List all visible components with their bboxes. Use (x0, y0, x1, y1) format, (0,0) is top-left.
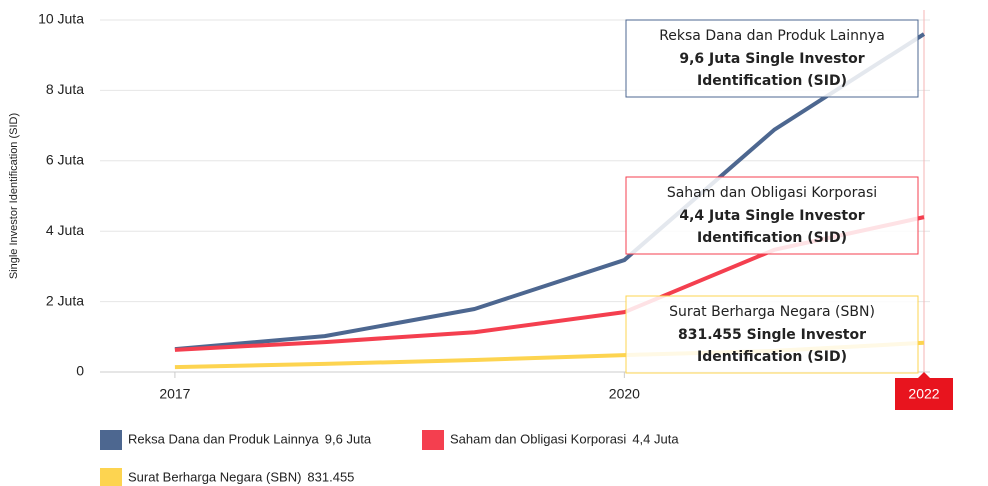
y-axis-label: Single Investor Identification (SID) (8, 113, 20, 279)
x-tick-label: 2020 (609, 386, 640, 402)
legend-swatch (100, 430, 122, 450)
annotation-line: Identification (SID) (697, 349, 847, 365)
annotation-line: 9,6 Juta Single Investor (679, 51, 864, 67)
legend-swatch (100, 468, 122, 486)
legend-value: 4,4 Juta (632, 431, 679, 446)
y-tick-label: 4 Juta (46, 222, 84, 238)
legend-swatch (422, 430, 444, 450)
annotation-title: Reksa Dana dan Produk Lainnya (659, 28, 885, 44)
legend-value: 831.455 (307, 469, 354, 484)
annotation-box (625, 19, 919, 98)
annotation: Saham dan Obligasi Korporasi 4,4 Juta Sin… (625, 176, 919, 255)
annotation-line: Identification (SID) (697, 230, 847, 246)
x-tick-label: 2022 (908, 386, 939, 402)
y-tick-label: 8 Juta (46, 81, 84, 97)
legend-value: 9,6 Juta (325, 431, 372, 446)
annotation: Reksa Dana dan Produk Lainnya 9,6 Juta Si… (625, 19, 919, 98)
annotation-line: 831.455 Single Investor (678, 327, 866, 343)
y-tick-label: 2 Juta (46, 292, 84, 308)
annotation-line: Identification (SID) (697, 73, 847, 89)
annotation-box (625, 295, 919, 374)
legend-label: Reksa Dana dan Produk Lainnya (128, 431, 320, 446)
annotation-title: Saham dan Obligasi Korporasi (667, 185, 877, 201)
annotation-box (625, 176, 919, 255)
highlight-box (895, 378, 953, 410)
legend-label: Surat Berharga Negara (SBN) (128, 469, 301, 484)
y-tick-label: 6 Juta (46, 152, 84, 168)
highlight-pointer (918, 372, 930, 378)
x-tick-label: 2017 (159, 386, 190, 402)
annotation-title: Surat Berharga Negara (SBN) (669, 304, 875, 320)
annotation: Surat Berharga Negara (SBN) 831.455 Singl… (625, 295, 919, 374)
annotation-line: 4,4 Juta Single Investor (679, 208, 864, 224)
y-tick-label: 10 Juta (38, 11, 84, 27)
series-line (174, 32, 926, 352)
legend-label: Saham dan Obligasi Korporasi (450, 431, 626, 446)
y-tick-label: 0 (76, 363, 84, 379)
